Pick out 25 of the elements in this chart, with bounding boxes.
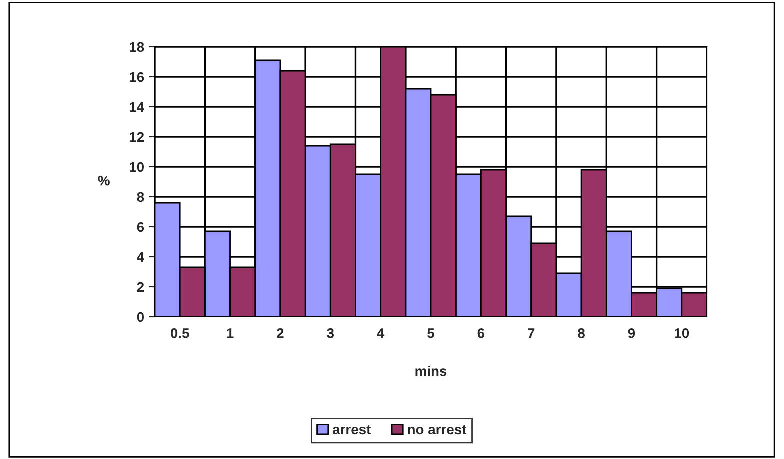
y-tick-label: 4 (137, 252, 145, 262)
x-tick-label: 7 (528, 328, 535, 338)
y-tick-label: 6 (137, 222, 144, 232)
x-tick-label: 0.5 (170, 328, 190, 338)
y-tick-label: 10 (130, 162, 144, 172)
x-tick-label: 2 (277, 328, 284, 338)
y-tick-label: 14 (130, 102, 145, 112)
legend-label: arrest (332, 425, 372, 435)
x-tick-label: 6 (478, 328, 485, 338)
y-tick-label: 8 (137, 192, 144, 202)
y-tick-label: 18 (130, 42, 144, 52)
x-tick-label: 9 (628, 328, 636, 338)
x-tick-label: 3 (327, 328, 334, 338)
y-tick-label: 2 (137, 282, 144, 292)
x-tick-label: 10 (675, 328, 690, 338)
x-tick-label: 1 (227, 328, 234, 338)
x-tick-label: 8 (578, 328, 585, 338)
legend-label: no arrest (408, 425, 467, 435)
x-axis-title: mins (416, 366, 447, 376)
x-tick-label: 4 (377, 328, 385, 338)
x-tick-label: 5 (428, 328, 434, 338)
y-axis-title: % (98, 176, 110, 186)
y-tick-label: 16 (130, 72, 144, 82)
y-tick-label: 12 (130, 132, 144, 142)
y-tick-label: 0 (137, 312, 144, 322)
